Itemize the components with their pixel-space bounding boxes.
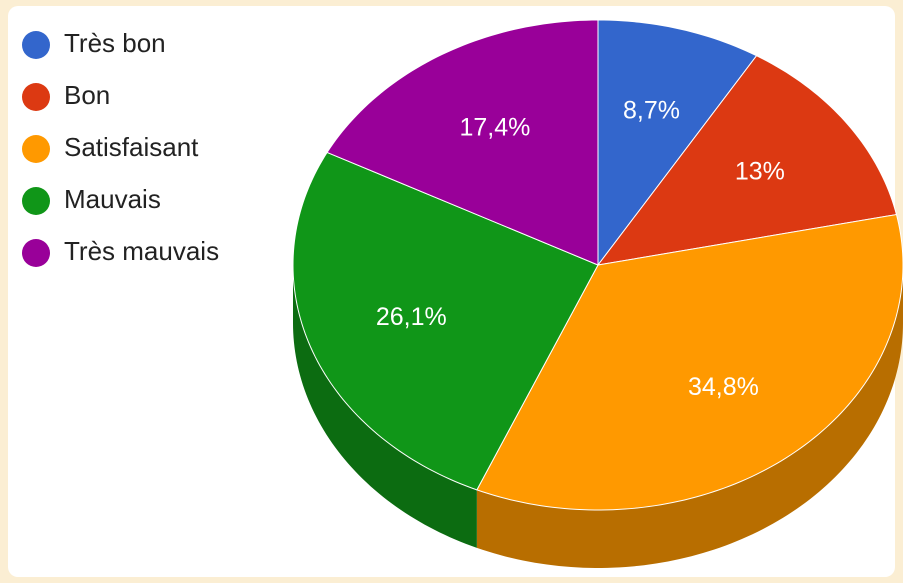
legend-marker [22, 187, 50, 215]
legend-label: Très bon [64, 28, 166, 58]
slice [292, 151, 599, 491]
slice [326, 19, 599, 266]
data-label: 26,1% [376, 303, 447, 331]
legend-label: Mauvais [64, 184, 161, 214]
legend-marker [22, 135, 50, 163]
data-label: 8,7% [623, 96, 680, 124]
legend-label: Satisfaisant [64, 132, 199, 162]
slice [476, 213, 903, 511]
legend-marker [22, 83, 50, 111]
slice [596, 55, 898, 266]
legend-label: Bon [64, 80, 110, 110]
data-label: 34,8% [688, 373, 759, 401]
legend-marker [22, 239, 50, 267]
slice-side [293, 265, 477, 548]
slice-side [476, 265, 903, 568]
legend-label: Très mauvais [64, 236, 219, 266]
data-label: 13% [735, 158, 785, 186]
slice [597, 19, 758, 267]
data-label: 17,4% [460, 114, 531, 142]
legend-marker [22, 31, 50, 59]
